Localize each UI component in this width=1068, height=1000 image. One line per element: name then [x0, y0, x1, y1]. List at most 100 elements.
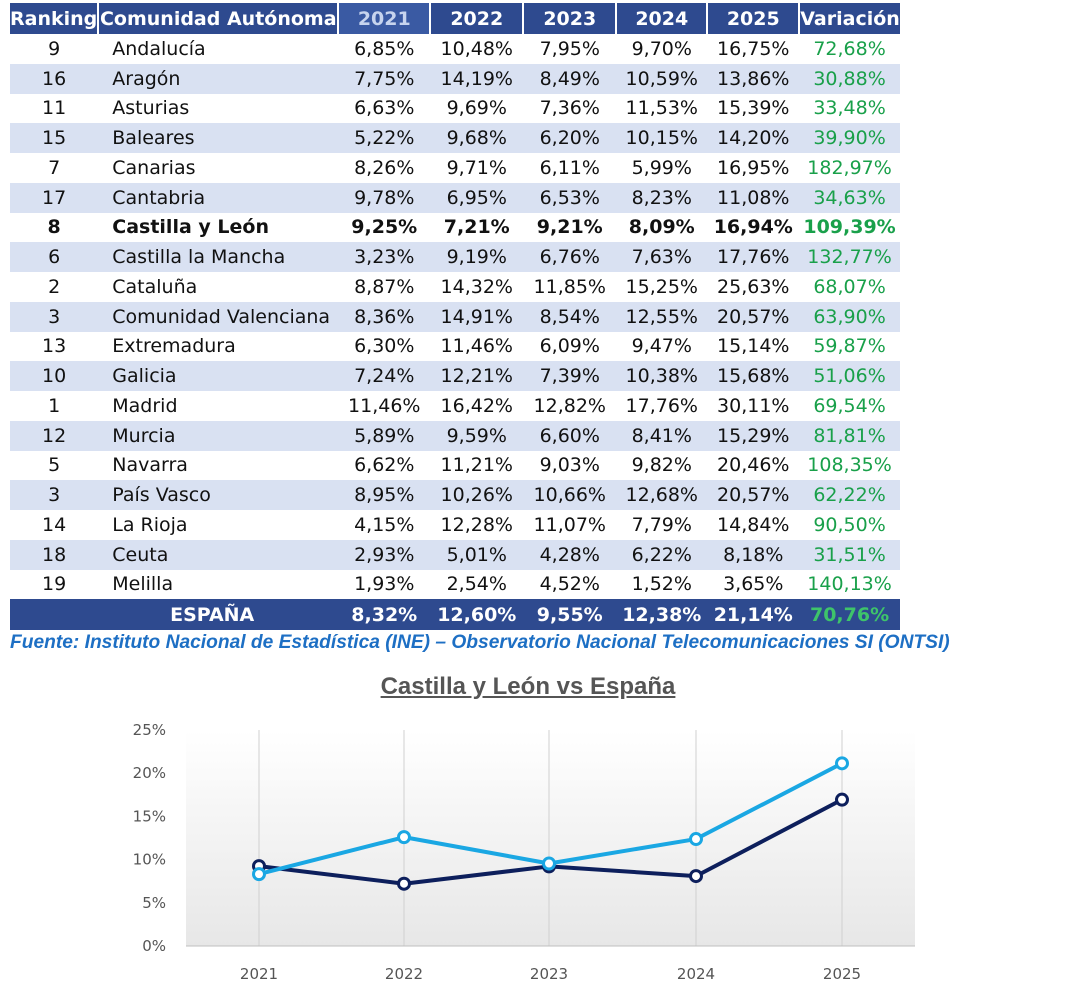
value-cell: 10,59%: [616, 63, 708, 94]
value-cell: 14,20%: [707, 123, 800, 153]
value-cell: 6,22%: [616, 539, 708, 570]
value-cell: 9,78%: [338, 182, 431, 213]
value-cell: 6,62%: [354, 454, 415, 477]
value-cell: 9,47%: [631, 335, 692, 358]
region-cell: Comunidad Valenciana: [98, 301, 339, 332]
data-point: [689, 832, 703, 847]
rank-cell: 2: [48, 275, 61, 298]
region-cell: Madrid: [112, 394, 178, 417]
region-cell: Extremadura: [112, 335, 236, 358]
value-cell: 6,63%: [354, 97, 415, 120]
x-tick-label: 2024: [677, 965, 715, 983]
value-cell: 9,71%: [446, 156, 507, 179]
table-row: 11 Asturias 6,63% 9,69% 7,36% 11,53% 15,39% 33,…: [10, 94, 900, 124]
value-cell: 6,11%: [539, 156, 600, 179]
rank-cell: 10: [10, 361, 99, 391]
value-cell: 8,26%: [354, 156, 415, 179]
region-cell: Galicia: [98, 361, 339, 391]
region-cell: Andalucía: [112, 37, 206, 60]
header-region: Comunidad Autónoma: [98, 3, 340, 34]
total-value: 21,14%: [707, 599, 800, 631]
region-cell: Asturias: [112, 97, 190, 120]
header-year: 2022: [430, 3, 525, 34]
value-cell: 17,76%: [707, 242, 800, 272]
value-cell: 9,69%: [446, 97, 507, 120]
value-cell: 8,36%: [338, 301, 431, 332]
table-row: 3 Comunidad Valenciana 8,36% 14,91% 8,54% 12,…: [10, 301, 900, 332]
value-cell: 15,29%: [707, 420, 800, 451]
region-cell: Baleares: [98, 123, 339, 153]
value-cell: 3,65%: [723, 573, 784, 596]
value-cell: 11,46%: [440, 335, 513, 358]
value-cell: 8,87%: [354, 275, 415, 298]
value-cell: 14,84%: [717, 513, 790, 536]
rank-cell: 3: [10, 301, 99, 332]
value-cell: 9,68%: [430, 123, 524, 153]
value-cell: 14,91%: [430, 301, 524, 332]
value-cell: 11,46%: [348, 394, 421, 417]
variation-cell: 90,50%: [813, 513, 886, 536]
value-cell: 10,66%: [523, 480, 617, 510]
x-tick-label: 2021: [240, 965, 278, 983]
rank-cell: 18: [10, 539, 99, 570]
value-cell: 5,01%: [430, 539, 524, 570]
total-value: 9,55%: [523, 599, 617, 631]
chart-title: Castilla y León vs España: [380, 673, 676, 700]
variation-cell: 33,48%: [813, 97, 886, 120]
header-year: 2024: [616, 3, 709, 34]
variation-cell: 109,39%: [803, 216, 896, 239]
data-point: [835, 792, 849, 807]
value-cell: 5,99%: [631, 156, 692, 179]
variation-cell: 81,81%: [799, 420, 900, 451]
table-row: 13 Extremadura 6,30% 11,46% 6,09% 9,47% 15,14%…: [10, 332, 900, 362]
table-row: 5 Navarra 6,62% 11,21% 9,03% 9,82% 20,46% 108,3…: [10, 451, 900, 481]
value-cell: 10,15%: [616, 123, 708, 153]
rank-cell: 17: [10, 182, 99, 213]
total-value: 12,60%: [430, 599, 524, 631]
data-point: [397, 876, 411, 891]
value-cell: 6,53%: [523, 182, 617, 213]
value-cell: 7,63%: [616, 242, 708, 272]
value-cell: 12,21%: [430, 361, 524, 391]
value-cell: 30,11%: [717, 394, 790, 417]
value-cell: 15,39%: [717, 97, 790, 120]
value-cell: 17,76%: [625, 394, 698, 417]
data-table: Ranking Comunidad Autónoma 2021 2022 202…: [10, 3, 900, 631]
value-cell: 9,03%: [539, 454, 600, 477]
value-cell: 6,85%: [354, 37, 415, 60]
region-cell: Navarra: [112, 454, 188, 477]
table-row: 8 Castilla y León 9,25% 7,21% 9,21% 8,09% 16,9…: [10, 213, 900, 243]
rank-cell: 12: [10, 420, 99, 451]
variation-cell: 108,35%: [807, 454, 892, 477]
variation-cell: 132,77%: [799, 242, 900, 272]
variation-cell: 69,54%: [813, 394, 886, 417]
rank-cell: 9: [48, 37, 61, 60]
region-cell: Ceuta: [98, 539, 339, 570]
table-row: 9 Andalucía 6,85% 10,48% 7,95% 9,70% 16,75% 72,…: [10, 34, 900, 64]
variation-cell: 51,06%: [799, 361, 900, 391]
region-cell: Cataluña: [112, 275, 198, 298]
total-variation: 70,76%: [799, 599, 900, 631]
plot-area: [186, 730, 915, 946]
value-cell: 20,57%: [707, 480, 800, 510]
rank-cell: 15: [10, 123, 99, 153]
value-cell: 14,19%: [430, 63, 524, 94]
value-cell: 8,09%: [628, 216, 695, 239]
value-cell: 1,52%: [631, 573, 692, 596]
value-cell: 12,28%: [440, 513, 513, 536]
value-cell: 11,53%: [625, 97, 698, 120]
table-row: 14 La Rioja 4,15% 12,28% 11,07% 7,79% 14,84% 90…: [10, 510, 900, 540]
header-variation: Variación: [799, 3, 900, 34]
value-cell: 7,79%: [631, 513, 692, 536]
value-cell: 7,36%: [539, 97, 600, 120]
table-row: 15 Baleares 5,22% 9,68% 6,20% 10,15% 14,20% 39,…: [10, 123, 900, 153]
table-header-row: Ranking Comunidad Autónoma 2021 2022 202…: [10, 3, 900, 34]
region-cell: Castilla la Mancha: [98, 242, 339, 272]
total-value: 8,32%: [338, 599, 431, 631]
region-cell: Canarias: [112, 156, 196, 179]
rank-cell: 14: [42, 513, 67, 536]
value-cell: 25,63%: [717, 275, 790, 298]
value-cell: 6,20%: [523, 123, 617, 153]
value-cell: 5,22%: [338, 123, 431, 153]
value-cell: 6,30%: [354, 335, 415, 358]
